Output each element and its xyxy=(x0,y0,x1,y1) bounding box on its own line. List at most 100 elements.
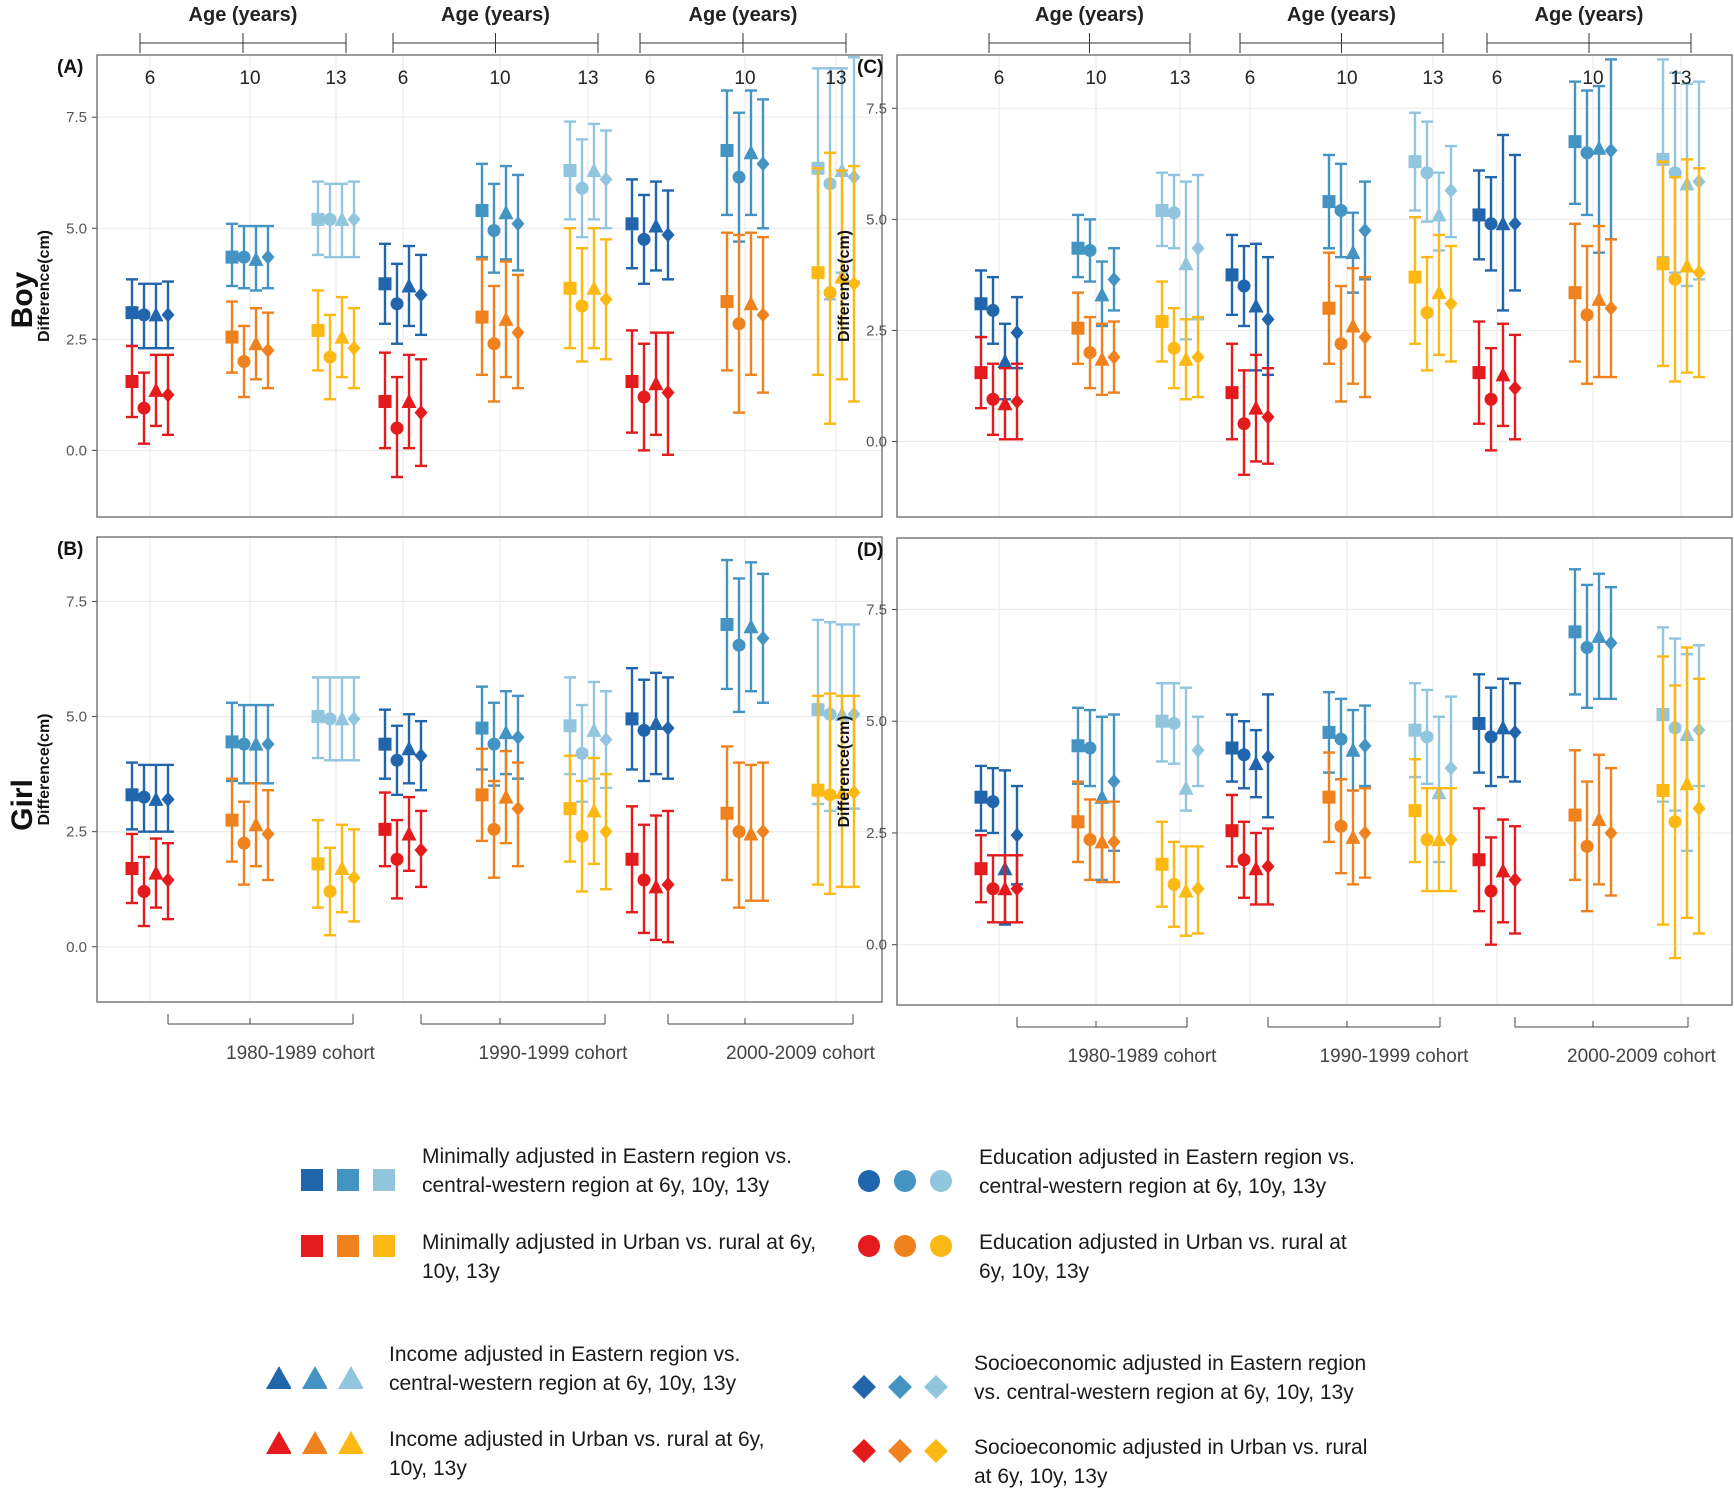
point-marker xyxy=(334,329,350,344)
point-marker xyxy=(625,852,639,866)
errorbar-point xyxy=(1094,260,1110,328)
errorbar-point xyxy=(511,761,525,868)
point-marker xyxy=(1237,417,1251,431)
panel-label: (D) xyxy=(857,540,883,561)
errorbar-point xyxy=(661,189,675,281)
point-marker xyxy=(997,395,1013,411)
age-tick-label: 13 xyxy=(825,68,846,89)
age-tick-label: 10 xyxy=(1336,68,1357,89)
point-marker xyxy=(1568,135,1582,149)
errorbar-point xyxy=(1010,784,1024,886)
point-marker xyxy=(1107,349,1121,365)
errorbar-point xyxy=(1495,133,1511,312)
panel-c: 0.0 2.5 5.0 7.5 (C) Difference(cm) Age (years)… xyxy=(836,4,1733,518)
errorbar-point xyxy=(1178,318,1194,401)
point-marker xyxy=(390,297,404,311)
errorbar-point xyxy=(1656,160,1670,368)
errorbar-point xyxy=(599,129,613,230)
errorbar-point xyxy=(1155,280,1169,363)
point-marker xyxy=(1178,351,1194,366)
point-marker xyxy=(1334,203,1348,217)
errorbar-point xyxy=(974,764,988,832)
point-marker xyxy=(823,286,837,300)
point-marker xyxy=(974,297,988,311)
errorbar-point xyxy=(1420,688,1434,785)
cohort-label: 2000-2009 cohort xyxy=(726,1043,876,1064)
legend-triangle-symbol xyxy=(338,1366,363,1389)
errorbar-point xyxy=(637,193,651,285)
point-marker xyxy=(1580,308,1594,322)
errorbar-point xyxy=(625,805,639,914)
legend-item: Income adjusted in Eastern region vs. ce… xyxy=(265,1340,784,1398)
point-marker xyxy=(378,277,392,291)
errorbar-point xyxy=(1261,255,1275,377)
point-marker xyxy=(1248,755,1264,771)
errorbar-point xyxy=(1071,213,1085,279)
point-marker xyxy=(1094,351,1110,366)
errorbar-point xyxy=(661,676,675,780)
point-marker xyxy=(261,342,275,358)
age-tick-label: 10 xyxy=(489,68,510,89)
point-marker xyxy=(1155,857,1169,871)
point-marker xyxy=(575,299,589,313)
errorbar-point xyxy=(1071,780,1085,864)
legend-circle-symbol xyxy=(858,1170,880,1192)
legend-circle-symbol xyxy=(858,1235,880,1257)
errorbar-point xyxy=(1604,238,1618,379)
errorbar-point xyxy=(732,233,746,414)
point-marker xyxy=(986,303,1000,317)
point-marker xyxy=(323,712,337,726)
errorbar-point xyxy=(498,164,514,261)
point-marker xyxy=(834,269,850,284)
legend-square-symbol xyxy=(373,1169,395,1191)
point-marker xyxy=(1580,146,1594,160)
errorbar-point xyxy=(1010,295,1024,370)
point-marker xyxy=(1248,297,1264,313)
errorbar-point xyxy=(1495,677,1511,779)
errorbar-point xyxy=(1604,585,1618,701)
point-marker xyxy=(1408,804,1422,818)
point-marker xyxy=(1167,206,1181,220)
point-marker xyxy=(511,801,525,817)
errorbar-point xyxy=(225,777,239,863)
age-tick-label: 10 xyxy=(734,68,755,89)
y-tick-label: 2.5 xyxy=(66,824,87,841)
errorbar-point xyxy=(1420,255,1434,372)
errorbar-point xyxy=(414,719,428,792)
point-marker xyxy=(261,249,275,265)
panel-b: 0.0 2.5 5.0 7.5 (B) Difference(cm) 1980-1989 c… xyxy=(36,536,883,1064)
legend-triangle-symbol xyxy=(266,1366,291,1389)
point-marker xyxy=(625,375,639,389)
errorbar-point xyxy=(148,763,164,833)
panel-label: (C) xyxy=(857,57,883,78)
legend-square-symbol xyxy=(337,1169,359,1191)
point-marker xyxy=(847,785,861,801)
legend-circle-symbol xyxy=(930,1235,952,1257)
errorbar-point xyxy=(563,120,577,221)
errorbar-point xyxy=(237,800,251,886)
legend-text: Minimally adjusted in Eastern region vs.… xyxy=(422,1145,793,1197)
errorbar-point xyxy=(1225,713,1239,783)
y-axis-label: Difference(cm) xyxy=(836,715,853,827)
point-marker xyxy=(1322,790,1336,804)
errorbar-point xyxy=(1167,307,1181,390)
errorbar-point xyxy=(720,745,734,882)
errorbar-point xyxy=(248,307,264,381)
point-marker xyxy=(1358,222,1372,238)
point-marker xyxy=(1345,317,1361,333)
point-marker xyxy=(586,280,602,295)
errorbar-point xyxy=(1484,686,1498,788)
point-marker xyxy=(1484,217,1498,231)
point-marker xyxy=(161,872,175,888)
point-marker xyxy=(997,880,1013,896)
legend-triangle-symbol xyxy=(338,1431,363,1454)
point-marker xyxy=(161,307,175,323)
errorbar-point xyxy=(137,282,151,350)
legend-symbols xyxy=(855,1167,953,1193)
legend-symbols xyxy=(850,1437,948,1463)
legend-symbols xyxy=(298,1166,396,1192)
errorbar-point xyxy=(1484,175,1498,272)
panel-background xyxy=(97,537,882,1002)
point-marker xyxy=(586,802,602,818)
